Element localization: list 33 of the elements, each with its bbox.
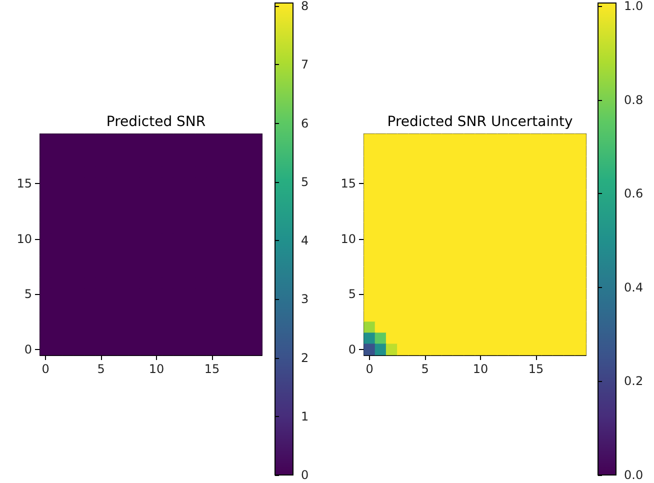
color-bar-label: 2 xyxy=(301,350,309,365)
color-bar-label: 0.6 xyxy=(624,186,644,201)
y-tick-label: 0 xyxy=(24,342,32,356)
color-bar-label: 5 xyxy=(301,174,309,189)
x-tick-label: 10 xyxy=(472,362,488,376)
x-tick-label: 0 xyxy=(42,362,50,376)
y-tick-label: 15 xyxy=(16,176,32,191)
y-tick-label: 10 xyxy=(16,232,32,246)
x-tick-label: 15 xyxy=(528,362,544,376)
y-tick-label: 5 xyxy=(24,287,32,302)
y-tick-label: 0 xyxy=(348,342,356,356)
color-bar-label: 0 xyxy=(301,468,309,482)
x-tick-label: 0 xyxy=(366,362,374,376)
color-bar-label: 1.0 xyxy=(624,0,644,13)
color-bar-label: 6 xyxy=(301,116,309,130)
color-bar-label: 1 xyxy=(301,409,309,424)
x-tick-label: 15 xyxy=(204,362,220,376)
y-tick-label: 15 xyxy=(340,176,356,191)
color-bar-label: 4 xyxy=(301,234,309,248)
color-bar-label: 0.2 xyxy=(624,374,644,388)
y-tick-label: 5 xyxy=(348,287,356,302)
x-tick-label: 5 xyxy=(97,362,105,376)
chart-title: Predicted SNR Uncertainty xyxy=(387,114,573,130)
color-bar-label: 8 xyxy=(301,0,309,13)
x-tick-label: 10 xyxy=(148,362,164,376)
color-bar-label: 0.4 xyxy=(624,280,644,294)
color-bar-label: 3 xyxy=(301,292,309,306)
x-tick-label: 5 xyxy=(421,362,429,376)
y-tick-label: 10 xyxy=(340,232,356,246)
color-bar-label: 0.0 xyxy=(624,468,644,482)
color-bar-label: 0.8 xyxy=(624,92,644,107)
chart-title: Predicted SNR xyxy=(106,114,206,130)
color-bar-label: 7 xyxy=(301,58,309,72)
